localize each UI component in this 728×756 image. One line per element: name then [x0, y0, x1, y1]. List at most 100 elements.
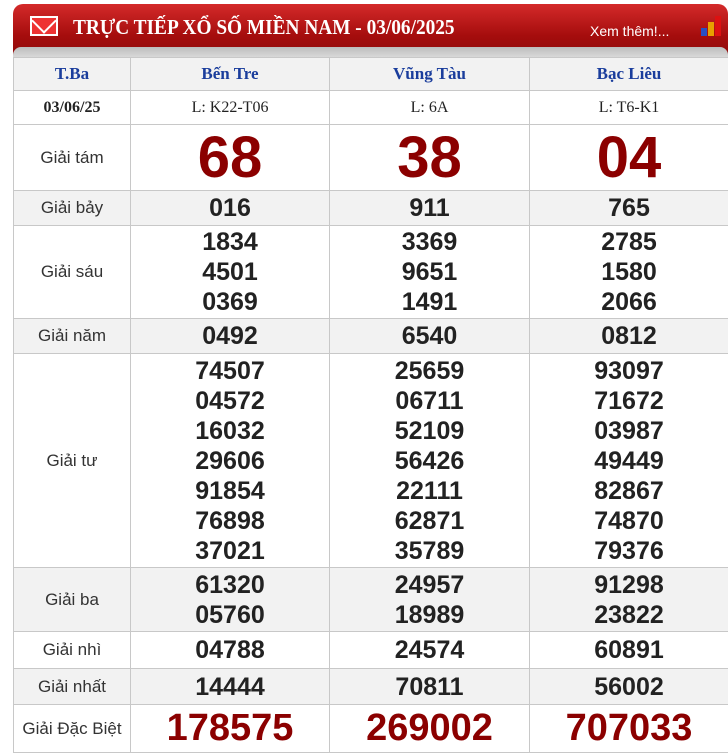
prize-number: 4501 — [202, 258, 258, 286]
results-table: T.Ba Bến Tre Vũng Tàu Bạc Liêu 03/06/25 … — [13, 57, 728, 753]
prize-number: 56002 — [594, 672, 664, 701]
ticket-row: 03/06/25 L: K22-T06 L: 6A L: T6-K1 — [13, 90, 728, 125]
prize-number: 62871 — [394, 506, 465, 535]
province-name[interactable]: Bến Tre — [130, 57, 330, 91]
prize-row: Giải nhất 14444 70811 56002 — [13, 668, 728, 705]
prize-number: 14444 — [195, 672, 265, 701]
province-header-row: T.Ba Bến Tre Vũng Tàu Bạc Liêu — [13, 57, 728, 91]
prize-cell: 2785 1580 2066 — [529, 225, 728, 319]
prize-number: 0812 — [601, 322, 657, 350]
prize-number: 52109 — [394, 416, 465, 445]
prize-number: 0369 — [202, 288, 258, 316]
prize-number: 74507 — [195, 356, 265, 385]
province-name[interactable]: Vũng Tàu — [329, 57, 530, 91]
prize-number: 04 — [596, 124, 662, 190]
prize-number: 79376 — [594, 536, 664, 565]
prize-number: 06711 — [395, 386, 464, 415]
prize-cell: 911 — [329, 190, 530, 226]
prize-number: 56426 — [394, 446, 465, 475]
prize-number: 269002 — [366, 707, 493, 749]
prize-row: Giải năm 0492 6540 0812 — [13, 318, 728, 354]
prize-number: 1580 — [601, 258, 657, 286]
prize-number: 91854 — [195, 476, 265, 505]
prize-number: 03987 — [594, 416, 664, 445]
prize-number: 38 — [397, 124, 462, 190]
day-label: T.Ba — [13, 57, 131, 91]
prize-number: 91298 — [594, 570, 664, 599]
prize-number: 23822 — [594, 600, 664, 629]
prize-label: Giải Đặc Biệt — [13, 704, 131, 753]
prize-cell: 0492 — [130, 318, 330, 354]
prize-number: 2066 — [601, 288, 657, 316]
prize-number: 04572 — [195, 386, 265, 415]
prize-row: Giải sáu 1834 4501 0369 3369 9651 1491 2785 1580… — [13, 225, 728, 319]
prize-row: Giải tám 68 38 04 — [13, 124, 728, 191]
prize-number: 16032 — [195, 416, 265, 445]
prize-cell: 04788 — [130, 631, 330, 669]
prize-cell: 60891 — [529, 631, 728, 669]
prize-number: 178575 — [166, 707, 294, 749]
page-title: TRỰC TIẾP XỔ SỐ MIỀN NAM - 03/06/2025 — [73, 15, 455, 39]
prize-number: 765 — [608, 194, 650, 222]
ticket-code: L: 6A — [329, 90, 530, 125]
prize-cell: 14444 — [130, 668, 330, 705]
prize-cell: 74507 04572 16032 29606 91854 76898 37021 — [130, 353, 330, 568]
prize-row: Giải tư 74507 04572 16032 29606 91854 76898 370… — [13, 353, 728, 568]
prize-number: 25659 — [394, 356, 465, 385]
prize-label: Giải tư — [13, 353, 131, 568]
prize-label: Giải bảy — [13, 190, 131, 226]
prize-label: Giải ba — [13, 567, 131, 632]
prize-number: 3369 — [401, 228, 458, 256]
prize-cell: 93097 71672 03987 49449 82867 74870 79376 — [529, 353, 728, 568]
prize-number: 24574 — [394, 636, 465, 664]
prize-cell: 24574 — [329, 631, 530, 669]
prize-number: 016 — [209, 194, 251, 222]
prize-cell: 178575 — [130, 704, 330, 753]
province-name[interactable]: Bạc Liêu — [529, 57, 728, 91]
see-more-link[interactable]: Xem thêm!... — [590, 23, 670, 39]
draw-date: 03/06/25 — [43, 98, 101, 116]
ticket-code: L: T6-K1 — [529, 90, 728, 125]
prize-cell: 6540 — [329, 318, 530, 354]
mail-icon — [30, 16, 58, 36]
prize-label: Giải tám — [13, 124, 131, 191]
prize-cell: 0812 — [529, 318, 728, 354]
prize-number: 49449 — [594, 446, 664, 475]
prize-number: 76898 — [195, 506, 265, 535]
prize-number: 71672 — [594, 386, 664, 415]
prize-cell: 3369 9651 1491 — [329, 225, 530, 319]
ticket-code: L: K22-T06 — [130, 90, 330, 125]
prize-row: Giải Đặc Biệt 178575 269002 707033 — [13, 704, 728, 753]
prize-number: 29606 — [195, 446, 265, 475]
prize-number: 70811 — [395, 672, 464, 701]
prize-number: 0492 — [202, 322, 258, 350]
prize-cell: 707033 — [529, 704, 728, 753]
prize-row: Giải nhì 04788 24574 60891 — [13, 631, 728, 669]
prize-number: 35789 — [394, 536, 465, 565]
prize-number: 6540 — [401, 322, 458, 350]
prize-number: 9651 — [401, 258, 458, 286]
prize-cell: 70811 — [329, 668, 530, 705]
prize-number: 707033 — [565, 707, 693, 749]
prize-label: Giải nhất — [13, 668, 131, 705]
prize-row: Giải bảy 016 911 765 — [13, 190, 728, 226]
prize-number: 18989 — [394, 600, 465, 629]
prize-number: 60891 — [594, 636, 664, 664]
prize-number: 68 — [197, 124, 263, 190]
prize-cell: 68 — [130, 124, 330, 191]
prize-cell: 25659 06711 52109 56426 22111 62871 35789 — [329, 353, 530, 568]
prize-cell: 269002 — [329, 704, 530, 753]
prize-number: 93097 — [594, 356, 664, 385]
prize-number: 61320 — [195, 570, 265, 599]
prize-number: 74870 — [594, 506, 664, 535]
prize-number: 05760 — [195, 600, 265, 629]
prize-cell: 765 — [529, 190, 728, 226]
prize-cell: 24957 18989 — [329, 567, 530, 632]
prize-row: Giải ba 61320 05760 24957 18989 91298 23822 — [13, 567, 728, 632]
prize-number: 04788 — [195, 636, 265, 664]
bar-chart-icon[interactable] — [699, 16, 725, 36]
prize-cell: 91298 23822 — [529, 567, 728, 632]
prize-cell: 56002 — [529, 668, 728, 705]
prize-cell: 38 — [329, 124, 530, 191]
prize-cell: 016 — [130, 190, 330, 226]
